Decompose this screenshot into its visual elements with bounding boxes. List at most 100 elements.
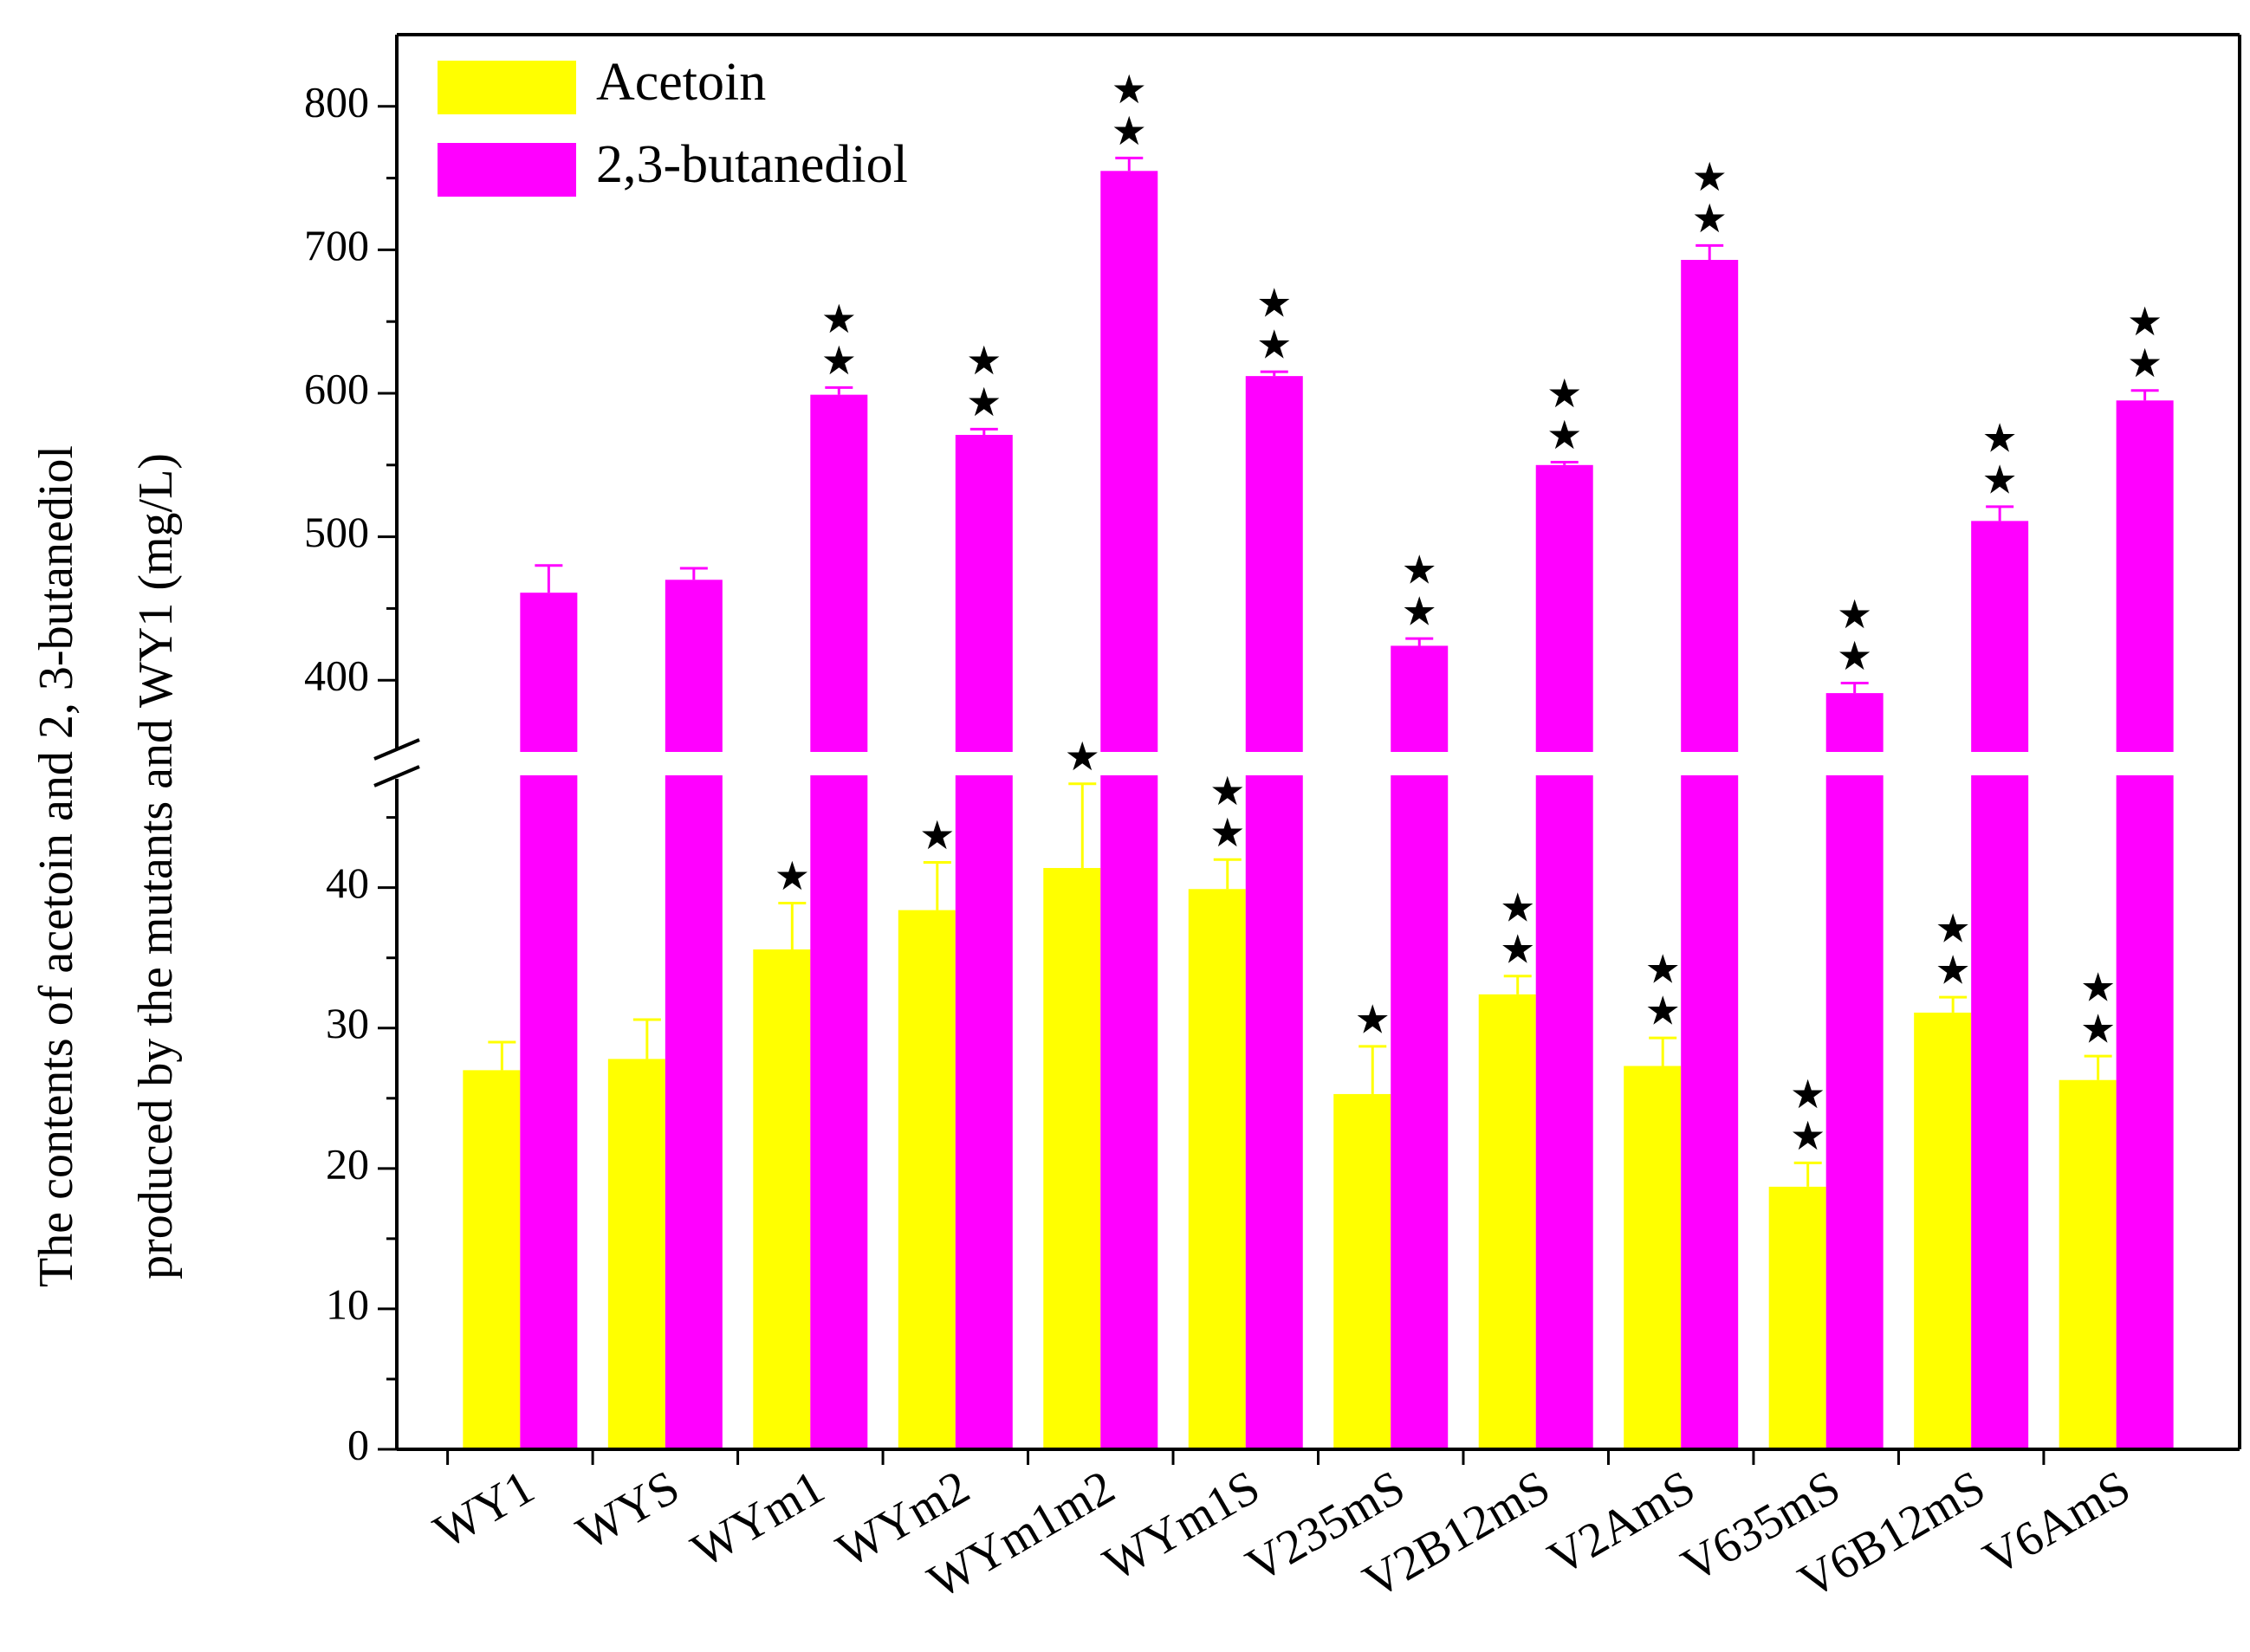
bar-butanediol-lower-v2ams — [1681, 775, 1739, 1449]
bar-butanediol-upper-v2ams — [1681, 259, 1739, 752]
y-tick-label-700: 700 — [304, 221, 369, 269]
acetoin-v2ams-significance-star: ★ — [1645, 946, 1681, 993]
y-tick-label-30: 30 — [326, 999, 369, 1047]
butanediol-v2ams-significance-star: ★ — [1692, 153, 1728, 200]
bar-acetoin-wym2 — [898, 910, 956, 1449]
butanediol-wym2-significance-star: ★ — [966, 379, 1002, 425]
bar-butanediol-lower-v2b12ms — [1535, 775, 1593, 1449]
butanediol-wym2-significance-star: ★ — [966, 337, 1002, 384]
bar-butanediol-lower-wym1m2 — [1100, 775, 1158, 1449]
y-tick-label-40: 40 — [326, 858, 369, 907]
bar-butanediol-upper-wym1s — [1245, 376, 1303, 752]
bar-acetoin-wym1 — [753, 949, 811, 1449]
bar-butanediol-upper-v235ms — [1391, 645, 1449, 752]
bar-acetoin-wys — [607, 1059, 665, 1449]
legend-label-acetoin: Acetoin — [596, 53, 766, 112]
butanediol-v6b12ms-significance-star: ★ — [1982, 414, 2018, 461]
acetoin-wym1-significance-star: ★ — [775, 852, 810, 899]
y-tick-label-10: 10 — [326, 1279, 369, 1328]
bar-butanediol-upper-wym2 — [955, 435, 1013, 752]
bar-butanediol-lower-wys — [665, 775, 723, 1449]
acetoin-v6b12ms-significance-star: ★ — [1936, 905, 1971, 952]
legend: Acetoin 2,3-butanediol — [438, 53, 908, 197]
bar-butanediol-lower-v235ms — [1391, 775, 1449, 1449]
axis-break-mark — [373, 738, 420, 761]
butanediol-v6ams-significance-star: ★ — [2127, 340, 2162, 386]
y-tick-label-0: 0 — [347, 1420, 369, 1468]
bar-butanediol-lower-wym1s — [1245, 775, 1303, 1449]
y-tick-label-800: 800 — [304, 77, 369, 126]
x-tick-label-v6ams: V6AmS — [1974, 1461, 2139, 1586]
bar-butanediol-upper-wym1 — [810, 394, 868, 752]
acetoin-v2b12ms-significance-star: ★ — [1500, 884, 1535, 930]
bar-butanediol-upper-wym1m2 — [1100, 171, 1158, 752]
butanediol-wym1-significance-star: ★ — [821, 295, 857, 342]
acetoin-wym2-significance-star: ★ — [919, 812, 955, 858]
butanediol-wym1m2-significance-star: ★ — [1112, 107, 1147, 154]
bar-butanediol-upper-v6b12ms — [1971, 521, 2029, 752]
bar-acetoin-wym1m2 — [1043, 867, 1101, 1449]
bar-butanediol-lower-wy1 — [520, 775, 578, 1449]
butanediol-v235ms-significance-star: ★ — [1402, 588, 1437, 635]
bar-butanediol-upper-wys — [665, 580, 723, 752]
bar-butanediol-lower-v6ams — [2116, 775, 2174, 1449]
acetoin-v2ams-significance-star: ★ — [1645, 988, 1681, 1034]
acetoin-v635ms-significance-star: ★ — [1790, 1112, 1825, 1159]
y-axis-label-line1: The contents of acetoin and 2, 3-butaned… — [29, 445, 83, 1287]
butanediol-v2ams-significance-star: ★ — [1692, 195, 1728, 242]
acetoin-wym1s-significance-star: ★ — [1209, 809, 1245, 856]
butanediol-v235ms-significance-star: ★ — [1402, 547, 1437, 593]
acetoin-v6b12ms-significance-star: ★ — [1936, 947, 1971, 994]
x-tick-label-wy1: WY1 — [425, 1461, 543, 1559]
bar-butanediol-lower-v635ms — [1825, 775, 1884, 1449]
acetoin-v6ams-significance-star: ★ — [2080, 964, 2116, 1011]
bar-butanediol-upper-v2b12ms — [1535, 464, 1593, 752]
acetoin-v635ms-significance-star: ★ — [1790, 1071, 1825, 1118]
plot-area: ★★★★★★★★★★★★★★★★★★★★★★★★★★★★★★★★★★★★ — [463, 66, 2174, 1449]
butanediol-wym1s-significance-star: ★ — [1256, 321, 1292, 368]
butanediol-v6b12ms-significance-star: ★ — [1982, 456, 2018, 502]
bar-acetoin-v6b12ms — [1914, 1012, 1972, 1449]
butanediol-wym1m2-significance-star: ★ — [1112, 66, 1147, 113]
y-tick-label-500: 500 — [304, 508, 369, 556]
y-axis-label-line2: produced by the mutants and WY1 (mg/L) — [129, 453, 183, 1279]
bar-acetoin-v2ams — [1624, 1066, 1682, 1449]
butanediol-v6ams-significance-star: ★ — [2127, 298, 2162, 345]
x-tick-label-wym1s: WYm1S — [1095, 1461, 1269, 1592]
bar-acetoin-v2b12ms — [1478, 994, 1536, 1449]
y-tick-label-400: 400 — [304, 651, 369, 700]
acetoin-wym1s-significance-star: ★ — [1209, 768, 1245, 814]
legend-label-butanediol: 2,3-butanediol — [596, 135, 908, 194]
bar-acetoin-wy1 — [463, 1070, 521, 1449]
butanediol-v2b12ms-significance-star: ★ — [1546, 411, 1582, 458]
acetoin-v6ams-significance-star: ★ — [2080, 1006, 2116, 1053]
bar-acetoin-v635ms — [1768, 1186, 1826, 1449]
y-axis-label: The contents of acetoin and 2, 3-butaned… — [29, 445, 183, 1287]
bar-butanediol-lower-wym1 — [810, 775, 868, 1449]
butanediol-wym1s-significance-star: ★ — [1256, 280, 1292, 327]
bar-acetoin-wym1s — [1188, 889, 1246, 1449]
acetoin-wym1m2-significance-star: ★ — [1065, 733, 1100, 780]
bar-butanediol-lower-wym2 — [955, 775, 1013, 1449]
axis-break-mark — [373, 765, 420, 787]
acetoin-v2b12ms-significance-star: ★ — [1500, 925, 1535, 972]
bar-butanediol-upper-v635ms — [1825, 693, 1884, 752]
x-tick-label-wys: WYS — [568, 1461, 689, 1561]
acetoin-v235ms-significance-star: ★ — [1355, 995, 1391, 1042]
x-tick-label-v2ams: V2AmS — [1540, 1461, 1704, 1586]
butanediol-v635ms-significance-star: ★ — [1837, 591, 1872, 638]
y-tick-label-20: 20 — [326, 1139, 369, 1188]
bar-butanediol-upper-v6ams — [2116, 400, 2174, 752]
bar-acetoin-v6ams — [2059, 1079, 2117, 1449]
bar-acetoin-v235ms — [1333, 1093, 1391, 1449]
butanediol-wym1-significance-star: ★ — [821, 337, 857, 384]
x-tick-label-wym1: WYm1 — [683, 1461, 833, 1578]
legend-swatch-acetoin — [438, 61, 576, 114]
butanediol-v635ms-significance-star: ★ — [1837, 632, 1872, 679]
y-tick-label-600: 600 — [304, 364, 369, 412]
bar-butanediol-upper-wy1 — [520, 593, 578, 752]
butanediol-v2b12ms-significance-star: ★ — [1546, 370, 1582, 417]
legend-swatch-butanediol — [438, 143, 576, 197]
bar-butanediol-lower-v6b12ms — [1971, 775, 2029, 1449]
